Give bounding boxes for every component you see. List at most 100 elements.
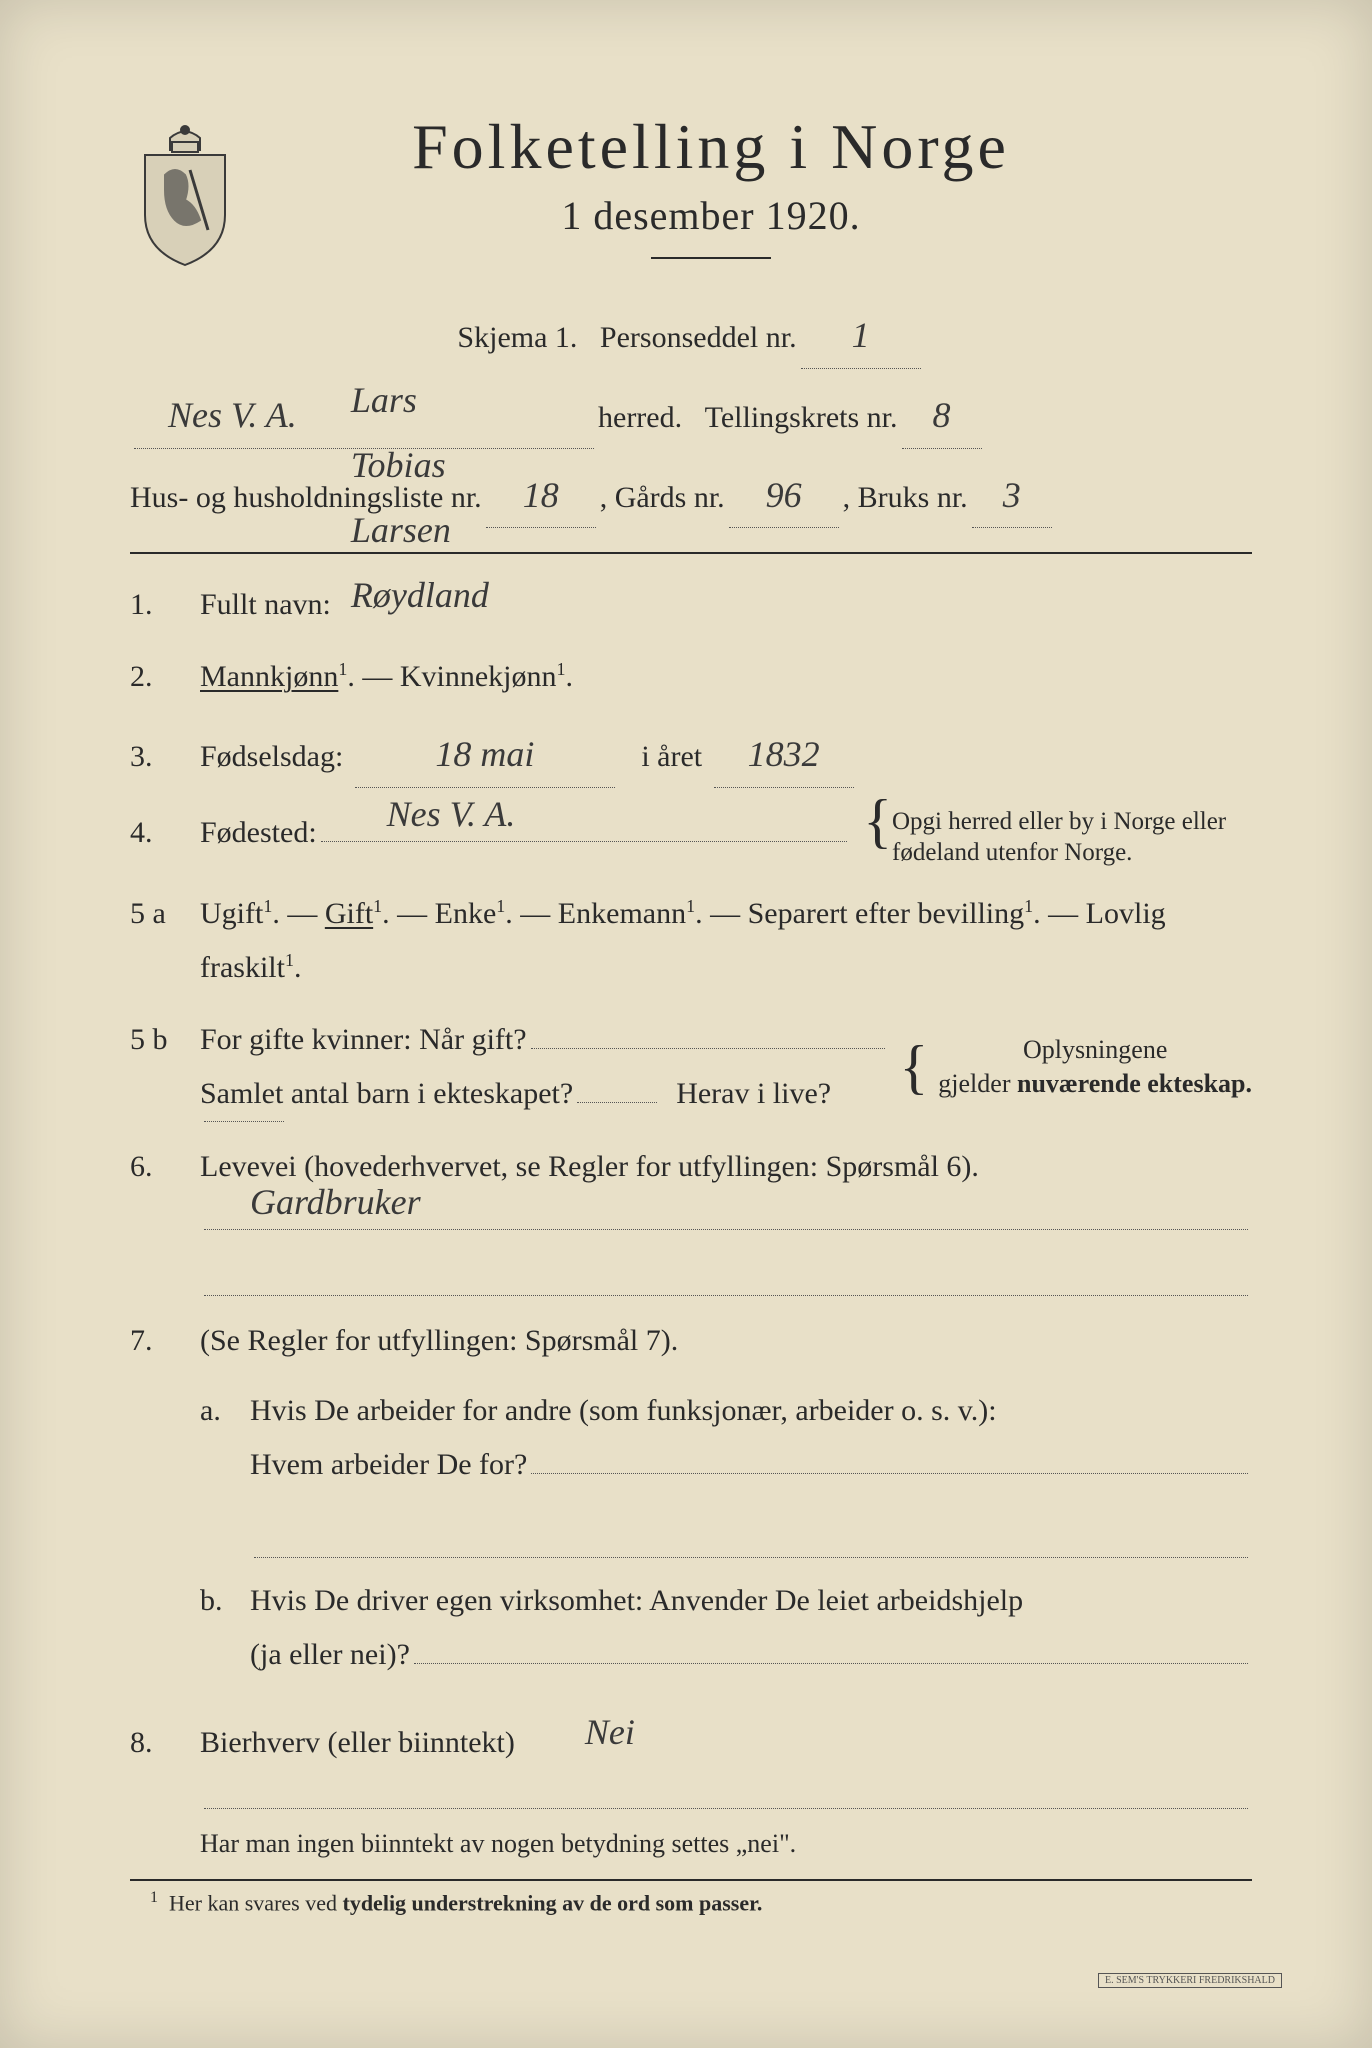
- tellingskrets-field: 8: [902, 383, 982, 449]
- q4-field: Nes V. A.: [321, 806, 848, 842]
- q3-num: 3.: [130, 730, 200, 784]
- gard-value: 96: [760, 475, 808, 515]
- question-1: 1. Fullt navn: Lars Tobias Larsen Røydla…: [130, 578, 1252, 632]
- question-5b: 5 b For gifte kvinner: Når gift? Samlet …: [130, 1013, 1252, 1122]
- q7a-field-2: [254, 1522, 1248, 1558]
- q2-dash: —: [362, 660, 400, 693]
- q2-opt2: Kvinnekjønn: [400, 660, 557, 693]
- q2-sup1: 1: [338, 659, 347, 679]
- q8-field-2: [204, 1790, 1248, 1809]
- q1-value: Lars Tobias Larsen Røydland: [345, 368, 495, 627]
- q7b-line1: Hvis De driver egen virksomhet: Anvender…: [250, 1574, 1252, 1628]
- q7b-field: [414, 1628, 1248, 1664]
- coat-of-arms-icon: [130, 120, 240, 270]
- question-3: 3. Fødselsdag: 18 mai i året 1832: [130, 722, 1252, 788]
- q2-num: 2.: [130, 650, 200, 704]
- q7-label: (Se Regler for utfyllingen: Spørsmål 7).: [200, 1314, 1252, 1368]
- q7a: a. Hvis De arbeider for andre (som funks…: [200, 1384, 1252, 1558]
- hus-value: 18: [517, 475, 565, 515]
- q2-period1: .: [347, 660, 355, 693]
- section-rule-1: [130, 552, 1252, 554]
- schema-label-right: Personseddel nr.: [600, 311, 797, 365]
- question-2: 2. Mannkjønn1. — Kvinnekjønn1.: [130, 650, 1252, 704]
- census-form-page: Folketelling i Norge 1 desember 1920. Sk…: [0, 0, 1372, 2048]
- q6-value: Gardbruker: [244, 1170, 427, 1235]
- main-title: Folketelling i Norge: [280, 110, 1142, 184]
- q8-label: Bierhverv (eller biinntekt): [200, 1726, 515, 1759]
- q5a-opt-0: Ugift: [200, 897, 263, 930]
- q6-num: 6.: [130, 1140, 200, 1194]
- herred-value: Nes V. A.: [138, 395, 303, 435]
- q8-value: Nei: [579, 1700, 641, 1765]
- footnote: 1 Her kan svares ved tydelig understrekn…: [150, 1889, 1252, 1916]
- form-inner: Folketelling i Norge 1 desember 1920. Sk…: [40, 50, 1332, 1936]
- q5b-line2-field2: [204, 1121, 284, 1122]
- q5a-num: 5 a: [130, 887, 200, 941]
- q2-opt1: Mannkjønn: [200, 660, 338, 693]
- q4-label: Fødested:: [200, 806, 317, 860]
- question-4: 4. Fødested: Nes V. A. { Opgi herred ell…: [130, 806, 1252, 869]
- q1-num: 1.: [130, 578, 200, 632]
- q6-field-2: [204, 1260, 1248, 1296]
- q5b-side2b: nuværende ekteskap.: [1017, 1069, 1252, 1098]
- header-row: Folketelling i Norge 1 desember 1920.: [130, 110, 1252, 289]
- q5b-side-note: Oplysningene gjelder nuværende ekteskap.: [938, 1033, 1252, 1101]
- q6-field: Gardbruker: [204, 1194, 1248, 1230]
- footnote-num: 1: [150, 1889, 158, 1906]
- q5a-options: Ugift1. — Gift1. — Enke1. — Enkemann1. —…: [200, 887, 1252, 995]
- gard-field: 96: [729, 463, 839, 529]
- q7b-num: b.: [200, 1574, 250, 1628]
- question-8: 8. Bierhverv (eller biinntekt) Nei: [130, 1716, 1252, 1770]
- printer-mark: E. SEM'S TRYKKERI FREDRIKSHALD: [1098, 1973, 1282, 1988]
- q3-field2: 1832: [714, 722, 854, 788]
- q5b-line1-field: [531, 1013, 886, 1049]
- bruk-label: , Bruks nr.: [843, 471, 968, 525]
- footnote-text1: Her kan svares ved: [169, 1890, 343, 1915]
- bruk-field: 3: [972, 463, 1052, 529]
- schema-label-left: Skjema 1.: [457, 311, 577, 365]
- tellingskrets-value: 8: [927, 395, 957, 435]
- q5b-num: 5 b: [130, 1013, 200, 1067]
- q5a-opt-1: Gift: [325, 897, 373, 930]
- q5b-side1: Oplysningene: [1023, 1035, 1167, 1064]
- question-7: 7. (Se Regler for utfyllingen: Spørsmål …: [130, 1314, 1252, 1698]
- personseddel-nr-field: 1: [801, 303, 921, 369]
- q5a-opt-2: Enke: [435, 897, 497, 930]
- bottom-note: Har man ingen biinntekt av nogen betydni…: [200, 1829, 1252, 1859]
- q5a-opt-3: Enkemann: [558, 897, 686, 930]
- q5b-line2-field1: [577, 1102, 657, 1103]
- bruk-value: 3: [997, 475, 1027, 515]
- title-block: Folketelling i Norge 1 desember 1920.: [280, 110, 1252, 289]
- footnote-rule: [130, 1879, 1252, 1881]
- q3-value1: 18 mai: [429, 734, 540, 774]
- q4-num: 4.: [130, 806, 200, 860]
- gard-label: , Gårds nr.: [600, 471, 725, 525]
- q3-value2: 1832: [742, 734, 826, 774]
- q7a-field: [531, 1438, 1248, 1474]
- brace-icon-5b: {: [899, 1052, 928, 1082]
- tellingskrets-label: Tellingskrets nr.: [705, 391, 898, 445]
- q3-label1: Fødselsdag:: [200, 740, 343, 773]
- q4-note: Opgi herred eller by i Norge eller fødel…: [892, 806, 1252, 869]
- q8-num: 8.: [130, 1716, 200, 1770]
- herred-line: Nes V. A. herred. Tellingskrets nr. 8: [130, 383, 1252, 449]
- hus-line: Hus- og husholdningsliste nr. 18 , Gårds…: [130, 463, 1252, 529]
- q5b-line1-label: For gifte kvinner: Når gift?: [200, 1013, 527, 1067]
- hus-field: 18: [486, 463, 596, 529]
- q3-label2: i året: [641, 740, 702, 773]
- q7b: b. Hvis De driver egen virksomhet: Anven…: [200, 1574, 1252, 1682]
- q5b-line2-label1: Samlet antal barn i ekteskapet?: [200, 1067, 573, 1121]
- brace-icon-4: {: [863, 806, 892, 836]
- q5a-opt-4: Separert efter bevilling: [748, 897, 1025, 930]
- q7a-line2: Hvem arbeider De for?: [250, 1438, 527, 1492]
- q7a-num: a.: [200, 1384, 250, 1438]
- q3-field1: 18 mai: [355, 722, 615, 788]
- herred-label: herred.: [598, 391, 682, 445]
- footnote-bold: tydelig understrekning av de ord som pas…: [343, 1890, 763, 1915]
- question-6: 6. Levevei (hovederhvervet, se Regler fo…: [130, 1140, 1252, 1296]
- q5b-line2-label2: Herav i live?: [676, 1067, 831, 1121]
- q5b-side2: gjelder: [938, 1069, 1017, 1098]
- q2-period2: .: [565, 660, 573, 693]
- question-5a: 5 a Ugift1. — Gift1. — Enke1. — Enkemann…: [130, 887, 1252, 995]
- q7-num: 7.: [130, 1314, 200, 1368]
